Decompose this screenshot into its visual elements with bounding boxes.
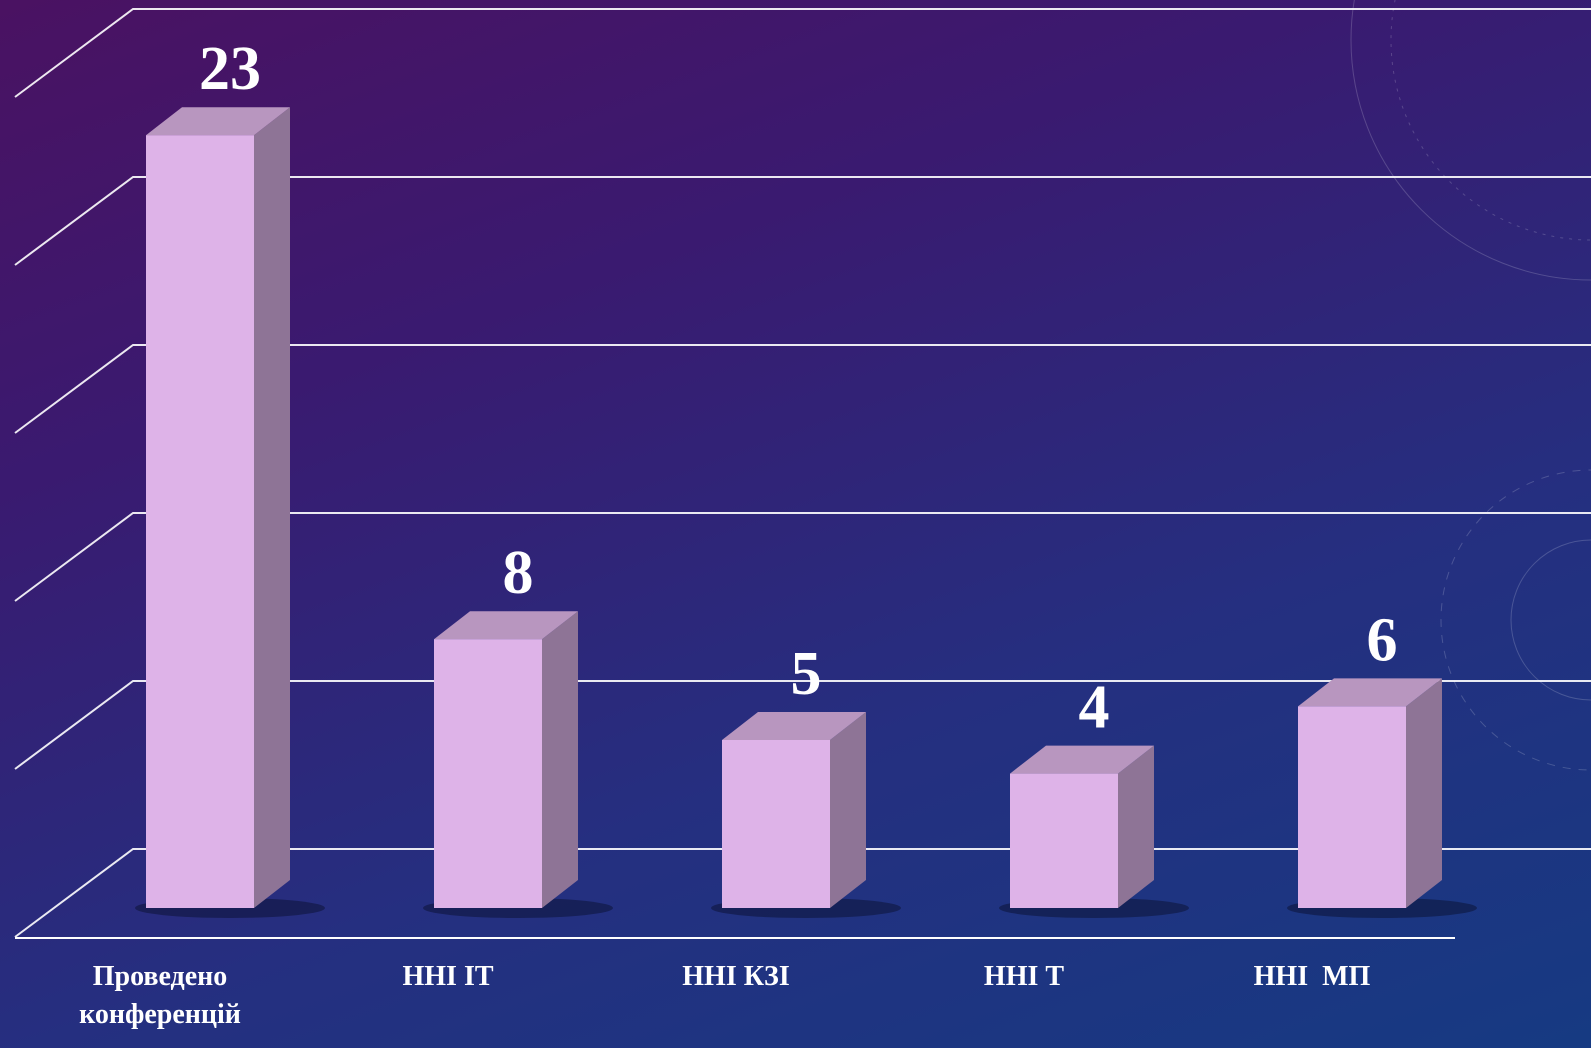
bar-side (254, 107, 290, 908)
bar-top (146, 107, 290, 136)
x-tick-label: ННІ МП (1253, 961, 1371, 992)
bar-top (1010, 745, 1154, 774)
grid-line (14, 512, 1591, 602)
decoration (1350, 0, 1591, 771)
value-label: 6 (1367, 606, 1398, 674)
bar-top (434, 611, 578, 640)
bar-side (830, 712, 866, 908)
bar-side (1406, 678, 1442, 908)
value-label: 5 (791, 640, 822, 708)
grid-line (14, 8, 1591, 98)
value-label: 23 (199, 35, 261, 103)
x-tick-label: ННІ ІТ (402, 961, 494, 992)
value-label: 4 (1079, 674, 1110, 742)
bar (1010, 773, 1118, 908)
bar (1298, 706, 1406, 908)
bar (722, 740, 830, 908)
bar (434, 639, 542, 908)
x-tick-label: ННІ КЗІ (682, 961, 790, 992)
bar-top (722, 712, 866, 740)
bar-top (1298, 678, 1442, 707)
grid-line (14, 680, 1591, 770)
bar (146, 135, 254, 908)
bar-side (1118, 745, 1154, 908)
grid-line (14, 176, 1591, 266)
bar-side (542, 611, 578, 908)
x-tick-label: ННІ Т (983, 961, 1065, 992)
grid-line (14, 344, 1591, 434)
value-label: 8 (503, 539, 534, 607)
x-tick-label: Проведено конференцій (79, 961, 241, 1030)
